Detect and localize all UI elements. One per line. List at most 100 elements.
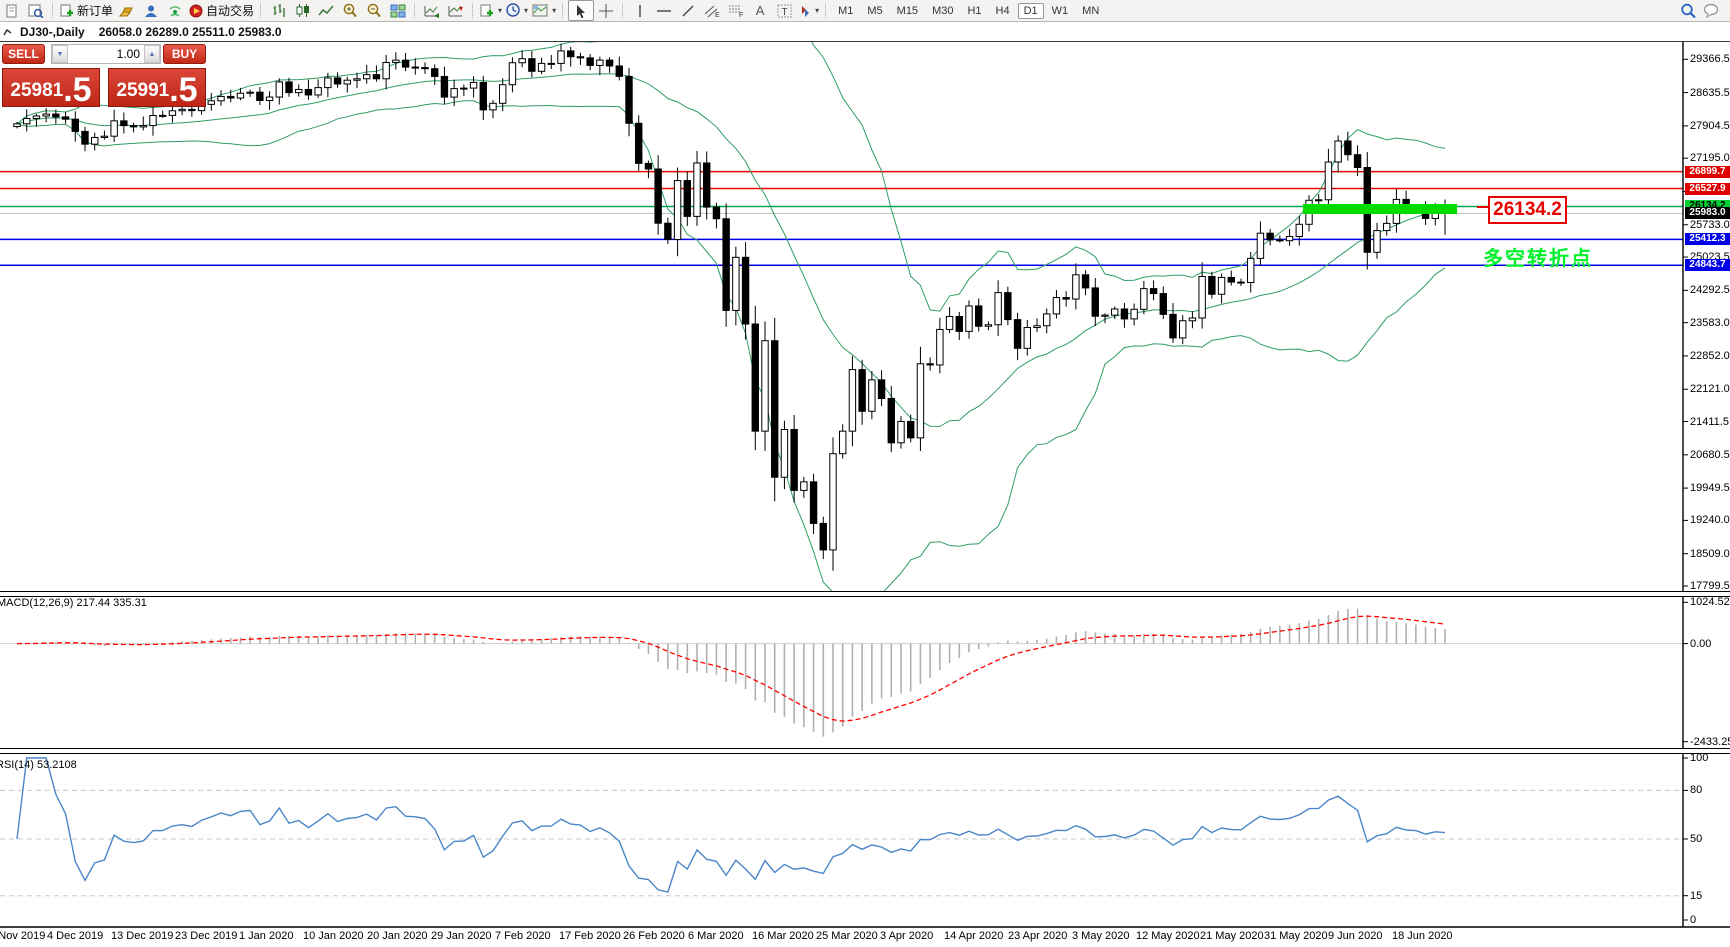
timeframe-D1[interactable]: D1: [1017, 2, 1044, 19]
rsi-axis-tick: 15: [1690, 889, 1703, 902]
y-axis-tick: 21411.5: [1690, 415, 1729, 428]
profile-icon[interactable]: [139, 1, 163, 20]
period-dropdown[interactable]: ▾: [504, 1, 530, 20]
x-axis-label: 16 Mar 2020: [752, 930, 814, 942]
svg-text:E: E: [715, 12, 720, 18]
buy-price-tile[interactable]: 25991.5: [108, 68, 206, 107]
channel-tool[interactable]: E: [700, 1, 724, 20]
toolbar-separator: [472, 3, 474, 18]
candlestick-mode-icon[interactable]: [290, 1, 314, 20]
sell-price-pip: .5: [63, 71, 92, 109]
cursor-tool[interactable]: [568, 0, 595, 21]
caret-down-icon: ▾: [815, 6, 820, 15]
x-axis-label: 17 Feb 2020: [559, 930, 621, 942]
macd-axis-tick: -2433.25: [1690, 735, 1730, 748]
y-axis-tick: 22852.0: [1690, 349, 1730, 362]
line-chart-mode-icon[interactable]: [314, 1, 338, 20]
buy-price-main: 25991: [116, 80, 170, 101]
macd-rsi-separator[interactable]: [0, 748, 1730, 754]
x-axis-label: 13 Dec 2019: [111, 930, 174, 942]
zoom-in-icon[interactable]: [338, 1, 362, 20]
timeframe-M1[interactable]: M1: [838, 4, 854, 17]
vertical-line-tool[interactable]: [628, 1, 652, 20]
search-icon[interactable]: [1676, 1, 1700, 20]
tile-windows-icon[interactable]: [386, 1, 410, 20]
timeframe-H1[interactable]: H1: [967, 4, 982, 17]
x-axis-label: 9 Jun 2020: [1328, 930, 1383, 942]
toolbar-separator: [260, 3, 262, 18]
fibonacci-tool[interactable]: F: [724, 1, 748, 20]
volume-decrease-button[interactable]: ▼: [52, 45, 68, 63]
template-dropdown[interactable]: ▾: [530, 1, 558, 20]
signals-icon[interactable]: [163, 1, 187, 20]
timeframe-W1[interactable]: W1: [1051, 4, 1069, 17]
x-axis-label: 21 May 2020: [1200, 930, 1264, 942]
x-axis-label: 23 Dec 2019: [175, 930, 238, 942]
bar-chart-mode-icon[interactable]: [266, 1, 290, 20]
new-order-button[interactable]: 新订单: [58, 1, 115, 20]
x-axis-label: 4 Dec 2019: [47, 930, 104, 942]
indicators-list-icon[interactable]: [420, 1, 444, 20]
deposit-icon[interactable]: [115, 1, 139, 20]
timeframe-M5[interactable]: M5: [867, 4, 883, 17]
y-axis-tick: 18509.0: [1690, 547, 1730, 560]
main-macd-separator[interactable]: [0, 591, 1730, 597]
rsi-axis-tick: 0: [1690, 914, 1697, 926]
x-axis-label: 14 Apr 2020: [944, 930, 1004, 942]
x-axis-label: 12 May 2020: [1136, 930, 1200, 942]
sell-button[interactable]: SELL: [2, 44, 45, 64]
sell-price-tile[interactable]: 25981.5: [2, 68, 100, 107]
sell-price-main: 25981: [10, 80, 64, 101]
rsi-axis-tick: 50: [1690, 833, 1703, 845]
caret-down-icon: ▾: [552, 6, 557, 15]
caret-down-icon: ▾: [524, 6, 529, 15]
caret-down-icon: ▾: [498, 6, 503, 15]
text-label-tool[interactable]: T: [772, 1, 796, 20]
price-annotation-label[interactable]: 26134.2: [1488, 196, 1567, 224]
x-axis-label: 20 Jan 2020: [367, 930, 428, 942]
note-annotation-text[interactable]: 多空转折点: [1483, 248, 1593, 270]
chat-icon[interactable]: [1700, 1, 1724, 20]
horizontal-line-tool[interactable]: [652, 1, 676, 20]
x-axis-label: 25 Nov 2019: [0, 930, 46, 942]
highlight-bar-annotation[interactable]: [1303, 204, 1457, 214]
price-badge-25412.3: 25412.3: [1685, 233, 1730, 246]
rsi-label: RSI(14) 53.2108: [0, 759, 77, 771]
price-badge-26899.7: 26899.7: [1685, 165, 1730, 178]
macd-axis-tick: 0.00: [1690, 637, 1712, 650]
buy-button[interactable]: BUY: [163, 44, 206, 64]
toolbar-separator: [414, 3, 416, 18]
rsi-axis-tick: 100: [1690, 752, 1709, 764]
volume-increase-button[interactable]: ▲: [144, 45, 160, 63]
toolbar-separator: [622, 3, 624, 18]
x-axis-label: 7 Feb 2020: [495, 930, 551, 942]
y-axis-tick: 19949.5: [1690, 482, 1730, 495]
svg-text:T: T: [781, 7, 787, 18]
symbol-title: DJ30-,Daily: [20, 24, 85, 39]
timeframe-M15[interactable]: M15: [896, 4, 919, 17]
y-axis-tick: 27195.0: [1690, 152, 1730, 165]
data-window-icon[interactable]: [444, 1, 468, 20]
timeframe-M30[interactable]: M30: [932, 4, 954, 17]
timeframe-MN[interactable]: MN: [1082, 4, 1100, 17]
x-axis-label: 3 May 2020: [1072, 930, 1130, 942]
autotrade-label: 自动交易: [206, 4, 255, 18]
market-watch-icon[interactable]: [24, 1, 48, 20]
volume-input[interactable]: [68, 45, 144, 63]
crosshair-tool[interactable]: [594, 1, 618, 20]
trendline-tool[interactable]: [676, 1, 700, 20]
zoom-out-icon[interactable]: [362, 1, 386, 20]
chart-list-icon[interactable]: [0, 1, 24, 20]
arrows-dropdown[interactable]: ▾: [796, 1, 821, 20]
macd-label: MACD(12,26,9) 217.44 335.31: [0, 597, 147, 609]
autotrade-button[interactable]: 自动交易: [187, 1, 256, 20]
price-badge-25983: 25983.0: [1685, 207, 1730, 220]
toolbar-separator: [52, 3, 54, 18]
price-badge-24843.7: 24843.7: [1685, 259, 1730, 272]
timeframe-H4[interactable]: H4: [995, 4, 1010, 17]
text-tool[interactable]: A: [755, 3, 765, 18]
x-axis-label: 25 Mar 2020: [816, 930, 878, 942]
new-chart-dropdown[interactable]: ▾: [478, 1, 504, 20]
